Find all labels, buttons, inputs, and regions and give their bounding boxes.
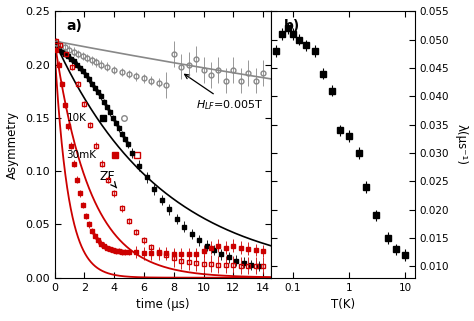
X-axis label: time (μs): time (μs) <box>136 298 189 311</box>
Y-axis label: λ(μs⁻¹): λ(μs⁻¹) <box>454 124 467 165</box>
Text: 10K: 10K <box>66 113 86 123</box>
Text: 30mK: 30mK <box>66 150 96 160</box>
Y-axis label: Asymmetry: Asymmetry <box>6 110 19 178</box>
Text: a): a) <box>66 19 82 33</box>
X-axis label: T(K): T(K) <box>331 298 355 311</box>
Text: ZF: ZF <box>99 170 117 188</box>
Text: b): b) <box>283 19 300 33</box>
Text: $H_{LF}$=0.005T: $H_{LF}$=0.005T <box>185 74 264 112</box>
